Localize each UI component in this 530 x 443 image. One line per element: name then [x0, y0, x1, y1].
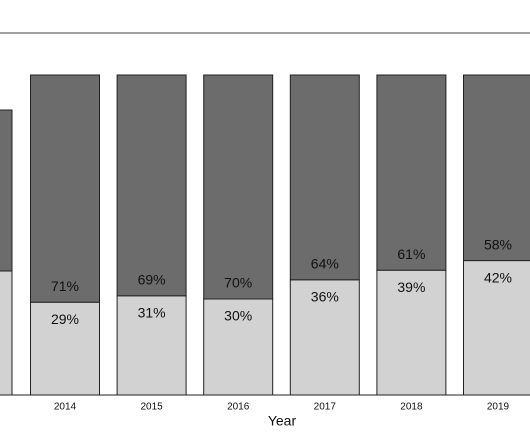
bar-segment: [376, 74, 447, 271]
value-label: 58%: [484, 236, 512, 252]
bar-segment: [30, 74, 100, 303]
x-tick-label: 2016: [227, 402, 250, 413]
x-tick-label: 2017: [314, 402, 337, 413]
x-tick-label: 2019: [487, 402, 510, 413]
x-axis-label: Year: [268, 413, 297, 429]
value-label: 69%: [138, 272, 166, 288]
value-label: 31%: [138, 305, 166, 321]
bar-segment: [463, 260, 530, 396]
value-label: 71%: [51, 278, 79, 294]
bar-segment: [116, 295, 187, 396]
value-label: 61%: [397, 246, 425, 262]
bar-segment: [289, 279, 360, 396]
value-label: 30%: [224, 308, 252, 324]
x-tick-label: 2014: [54, 402, 77, 413]
x-tick-label: 2018: [400, 402, 423, 413]
value-label: 70%: [224, 275, 252, 291]
bar-segment: [376, 269, 447, 396]
bar-segment: [289, 74, 360, 281]
value-label: 39%: [397, 279, 425, 295]
bar-segment: [463, 74, 530, 262]
value-label: 42%: [484, 269, 512, 285]
partial-bar: [0, 109, 13, 272]
partial-bar: [0, 270, 13, 396]
bar-segment: [116, 74, 187, 297]
bar-segment: [203, 74, 274, 300]
value-label: 36%: [311, 289, 339, 305]
value-label: 29%: [51, 311, 79, 327]
x-tick-label: 2015: [140, 402, 163, 413]
value-label: 64%: [311, 256, 339, 272]
